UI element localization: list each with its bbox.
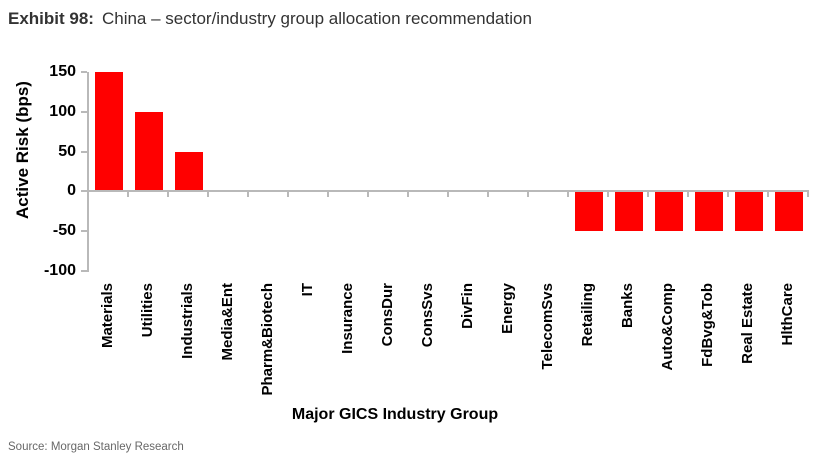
y-tick-mark: [81, 190, 87, 193]
x-tick-mark: [327, 192, 329, 197]
x-axis-label: Pharm&Biotech: [259, 283, 276, 396]
y-tick-mark: [81, 71, 87, 73]
x-tick-mark: [607, 192, 609, 197]
exhibit-title: Exhibit 98: China – sector/industry group…: [8, 9, 532, 29]
x-tick-mark: [527, 192, 529, 197]
x-tick-mark: [727, 192, 729, 197]
x-tick-mark: [447, 192, 449, 197]
x-axis-label: Utilities: [139, 283, 156, 338]
x-axis-label: IT: [299, 283, 316, 297]
x-axis-label: Banks: [619, 283, 636, 329]
x-axis-label: TelecomSvs: [539, 283, 556, 370]
x-tick-mark: [767, 192, 769, 197]
x-tick-mark: [127, 192, 129, 197]
bar-industrials: [175, 151, 203, 192]
bar-banks: [615, 191, 643, 232]
x-axis-title: Major GICS Industry Group: [291, 406, 499, 423]
bar-utilities: [135, 111, 163, 192]
y-tick-label: -50: [52, 222, 76, 240]
x-axis-label: Energy: [499, 283, 516, 334]
y-axis-line: [87, 72, 89, 272]
x-tick-mark: [247, 192, 249, 197]
y-tick-label: 150: [49, 63, 76, 80]
y-tick-mark: [81, 230, 87, 233]
x-axis-label: ConsDur: [379, 283, 396, 347]
x-axis-label: Insurance: [339, 283, 356, 354]
y-tick-mark: [81, 110, 87, 113]
x-axis-label: Materials: [99, 283, 116, 349]
x-axis-label: DivFin: [459, 283, 476, 329]
bar-auto-comp: [655, 191, 683, 232]
x-axis-label: Auto&Comp: [659, 283, 676, 371]
source-note: Source: Morgan Stanley Research: [8, 441, 184, 453]
zero-axis-line: [87, 190, 809, 192]
bar-materials: [95, 72, 123, 192]
bar-real-estate: [735, 191, 763, 232]
y-tick-label: 100: [49, 102, 76, 120]
exhibit-title-text: China – sector/industry group allocation…: [101, 9, 532, 28]
y-tick-mark: [81, 270, 87, 272]
x-tick-mark: [207, 192, 209, 197]
y-tick-label: 50: [58, 142, 76, 160]
x-tick-mark: [87, 192, 89, 197]
x-tick-mark: [807, 192, 809, 197]
x-axis-label: Retailing: [579, 283, 596, 347]
x-tick-mark: [167, 192, 169, 197]
x-axis-label: Media&Ent: [219, 283, 236, 361]
x-tick-mark: [567, 192, 569, 197]
x-axis-label: Industrials: [179, 283, 196, 359]
x-tick-mark: [367, 192, 369, 197]
x-tick-mark: [647, 192, 649, 197]
x-axis-label: FdBvg&Tob: [699, 283, 716, 367]
x-axis-label: ConsSvs: [419, 283, 436, 348]
y-tick-label: -100: [43, 262, 76, 279]
bar-hlthcare: [775, 191, 803, 232]
x-axis-label: HlthCare: [779, 283, 796, 346]
bar-retailing: [575, 191, 603, 232]
x-tick-mark: [687, 192, 689, 197]
x-tick-mark: [287, 192, 289, 197]
exhibit-number-label: Exhibit 98:: [8, 9, 94, 28]
x-tick-mark: [487, 192, 489, 197]
bar-fdbvg-tob: [695, 191, 723, 232]
x-tick-mark: [407, 192, 409, 197]
x-axis-label: Real Estate: [739, 283, 756, 364]
y-tick-mark: [81, 150, 87, 153]
y-tick-label: 0: [67, 182, 76, 200]
